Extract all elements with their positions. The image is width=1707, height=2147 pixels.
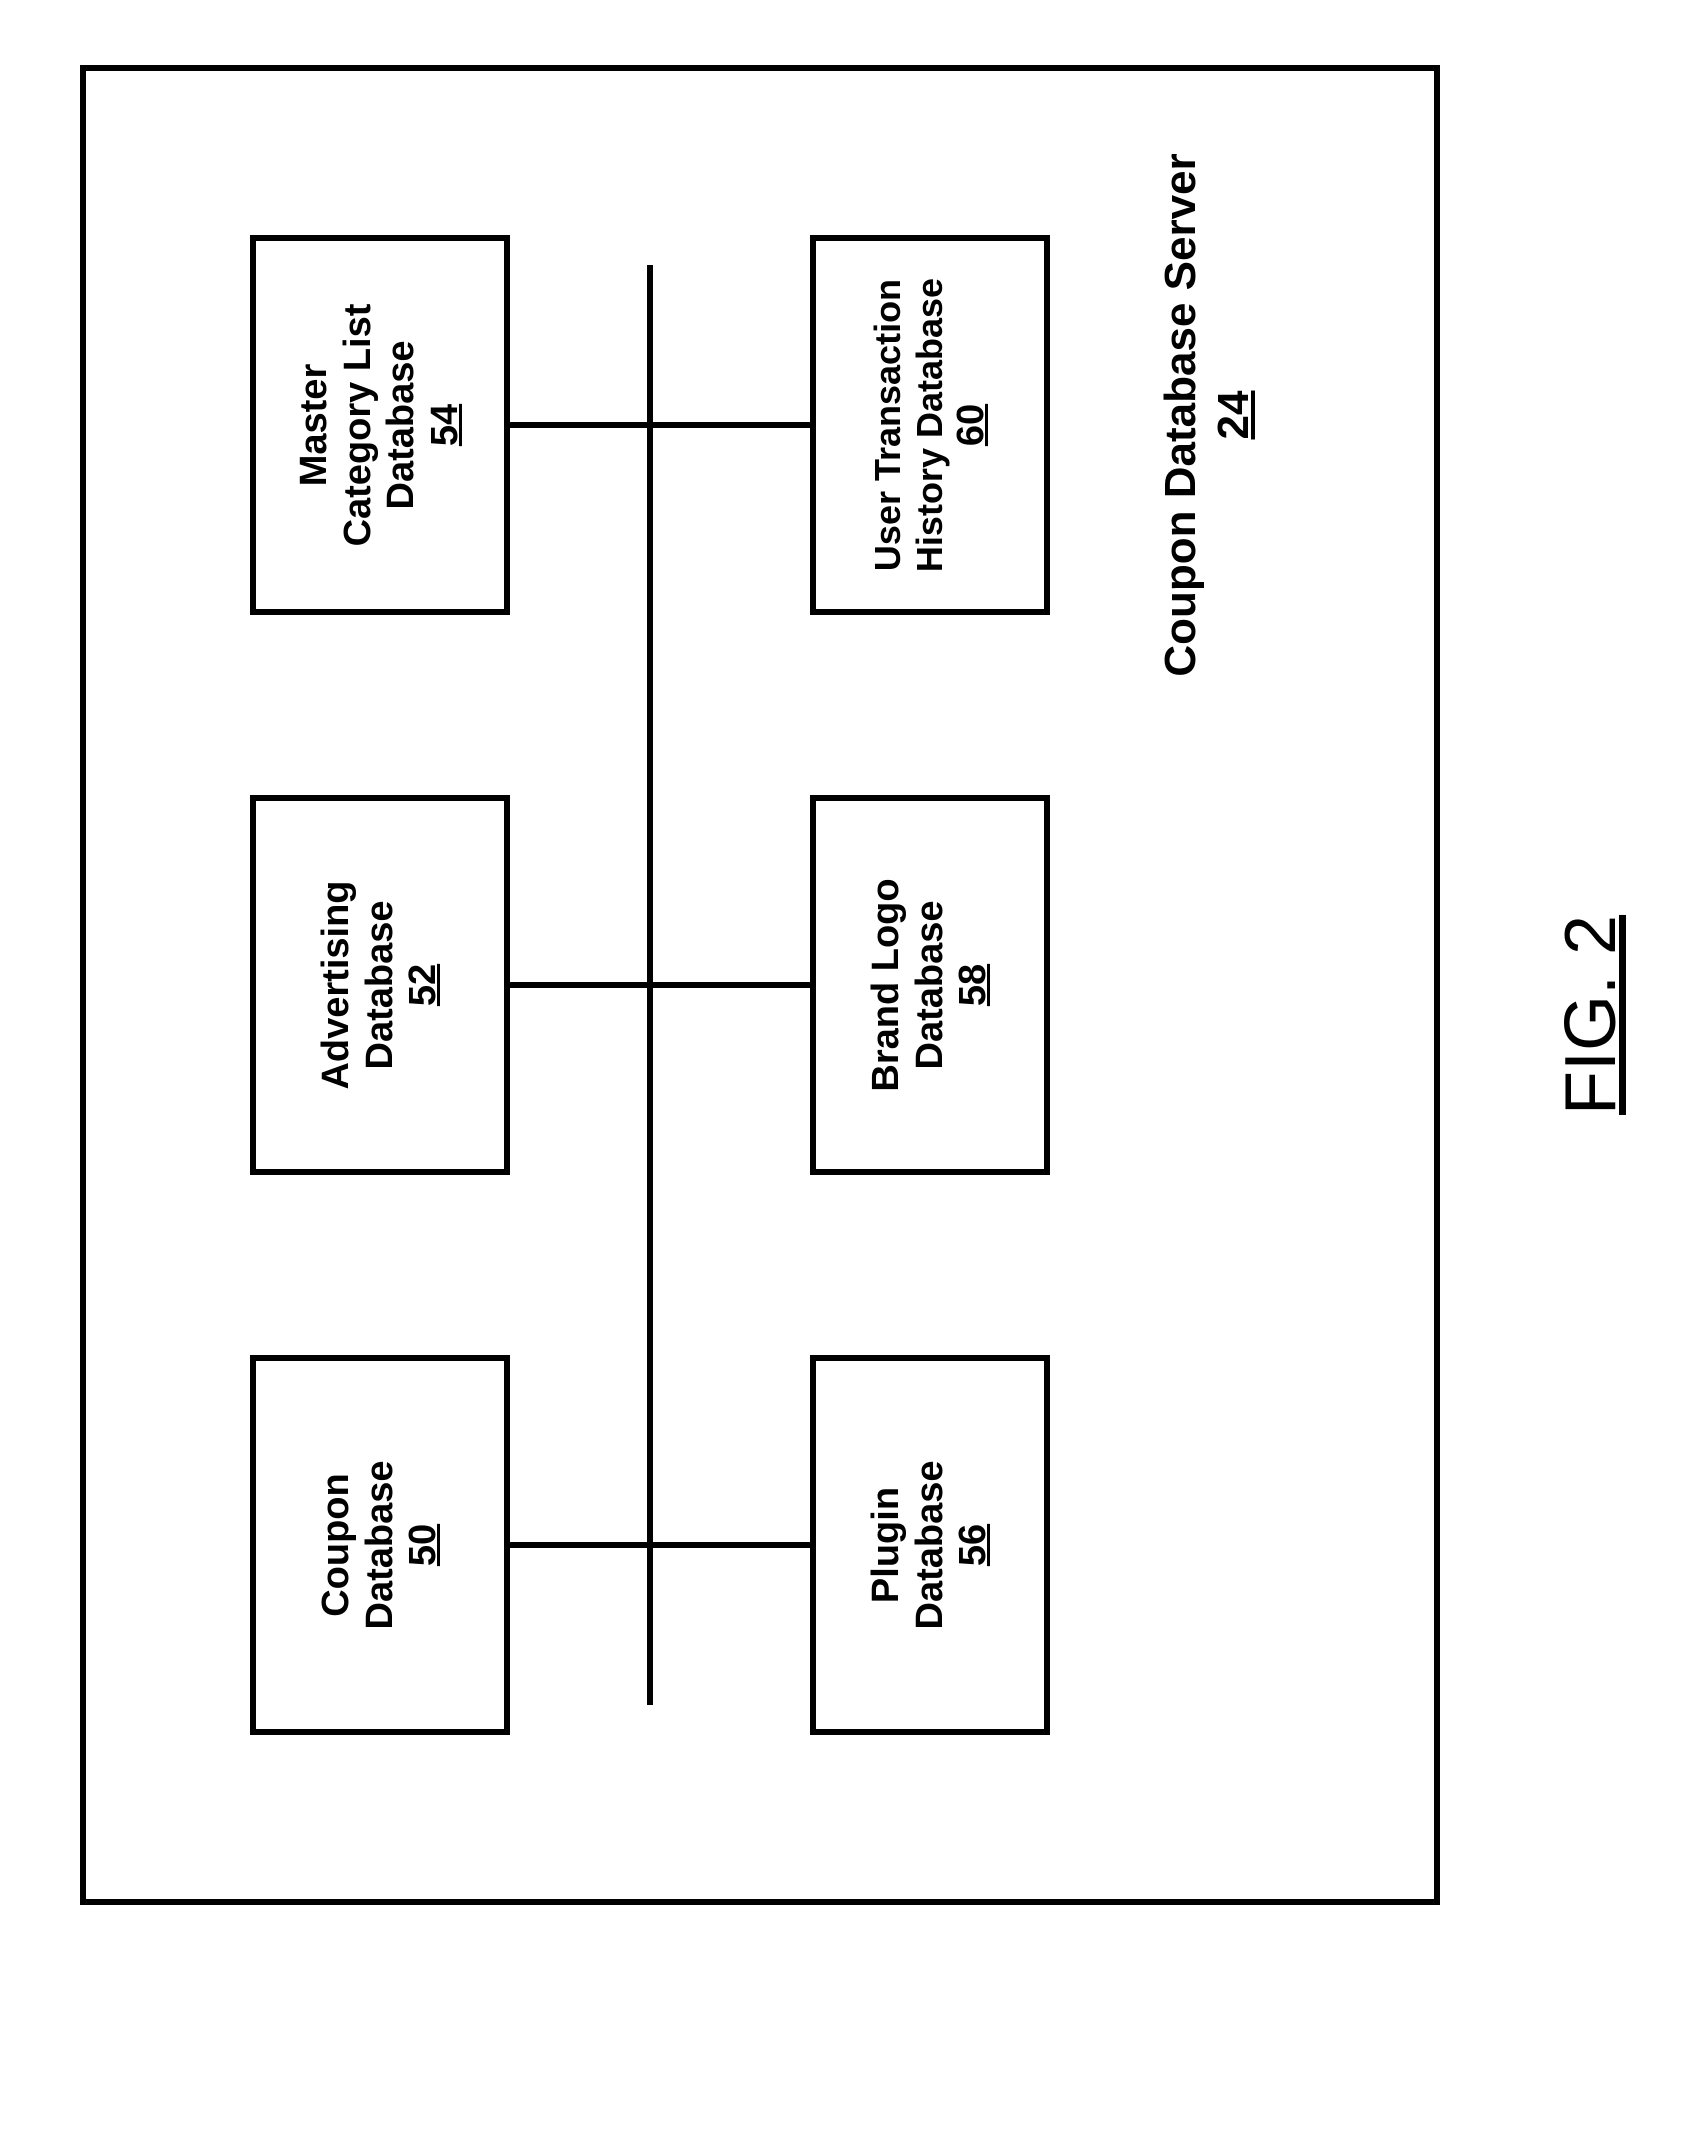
box-ref: 52 bbox=[402, 964, 445, 1006]
box-label: Brand LogoDatabase bbox=[865, 878, 952, 1091]
figure-caption: FIG. 2 bbox=[1550, 915, 1632, 1115]
box-ref: 54 bbox=[424, 404, 467, 446]
server-label-ref: 24 bbox=[1208, 391, 1261, 440]
stub-bottom-0 bbox=[650, 1542, 810, 1548]
box-ref: 60 bbox=[950, 404, 993, 446]
box-label: CouponDatabase bbox=[315, 1461, 402, 1630]
box-master-cat-db: MasterCategory ListDatabase 54 bbox=[250, 235, 510, 615]
stub-top-2 bbox=[510, 422, 650, 428]
box-coupon-db: CouponDatabase 50 bbox=[250, 1355, 510, 1735]
box-brand-logo-db: Brand LogoDatabase 58 bbox=[810, 795, 1050, 1175]
stub-top-1 bbox=[510, 982, 650, 988]
box-label: User TransactionHistory Database bbox=[867, 278, 950, 572]
box-label: AdvertisingDatabase bbox=[315, 880, 402, 1089]
box-label: PluginDatabase bbox=[865, 1461, 952, 1630]
box-advertising-db: AdvertisingDatabase 52 bbox=[250, 795, 510, 1175]
stub-bottom-1 bbox=[650, 982, 810, 988]
box-user-trans-db: User TransactionHistory Database 60 bbox=[810, 235, 1050, 615]
stub-top-0 bbox=[510, 1542, 650, 1548]
box-ref: 58 bbox=[952, 964, 995, 1006]
server-label: Coupon Database Server 24 bbox=[1155, 105, 1261, 725]
box-plugin-db: PluginDatabase 56 bbox=[810, 1355, 1050, 1735]
box-ref: 50 bbox=[402, 1524, 445, 1566]
stub-bottom-2 bbox=[650, 422, 810, 428]
diagram-rotated-layer: CouponDatabase 50 AdvertisingDatabase 52… bbox=[80, 65, 1440, 1905]
box-label: MasterCategory ListDatabase bbox=[293, 304, 424, 547]
box-ref: 56 bbox=[952, 1524, 995, 1566]
server-label-text: Coupon Database Server bbox=[1155, 153, 1208, 676]
page: CouponDatabase 50 AdvertisingDatabase 52… bbox=[0, 0, 1707, 2147]
